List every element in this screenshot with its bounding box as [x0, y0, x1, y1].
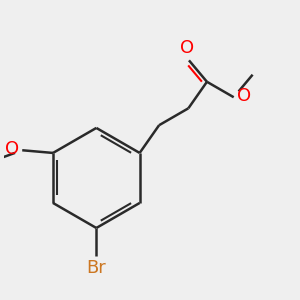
- Text: O: O: [4, 140, 19, 158]
- Text: O: O: [237, 87, 251, 105]
- Text: O: O: [180, 39, 195, 57]
- Text: Br: Br: [86, 260, 106, 278]
